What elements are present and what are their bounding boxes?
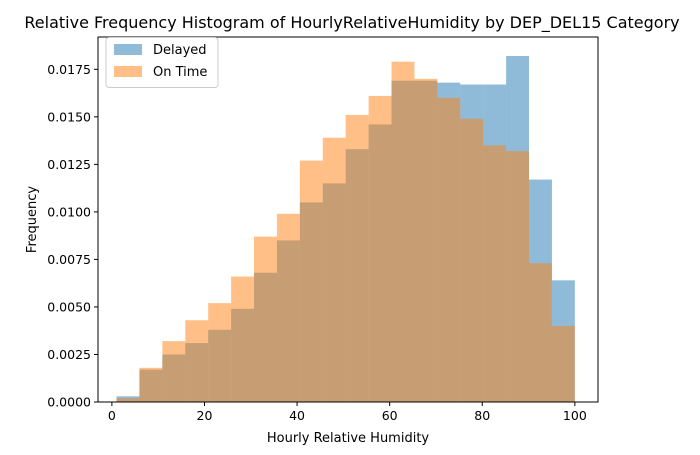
bar-on-time-15: [460, 118, 484, 403]
y-tick-label: 0.0125: [47, 157, 91, 172]
bar-on-time-9: [322, 137, 346, 403]
y-axis-label: Frequency: [25, 186, 40, 253]
bar-on-time-13: [414, 78, 438, 403]
y-tick-label: 0.0050: [47, 299, 91, 314]
x-tick-label: 100: [563, 408, 587, 423]
chart-title: Relative Frequency Histogram of HourlyRe…: [24, 13, 679, 33]
x-axis-label: Hourly Relative Humidity: [267, 431, 430, 446]
x-axis-ticks: 0 20 40 60 80 100: [108, 402, 587, 423]
y-tick-label: 0.0075: [47, 252, 91, 267]
legend-swatch-delayed: [114, 44, 142, 55]
bar-on-time-10: [345, 114, 369, 402]
bar-on-time-16: [483, 145, 507, 402]
bar-on-time-11: [368, 95, 392, 403]
bar-on-time-19: [551, 325, 575, 402]
bar-on-time-7: [276, 213, 300, 402]
y-tick-label: 0.0025: [47, 347, 91, 362]
y-tick-label: 0.0175: [47, 62, 91, 77]
bar-on-time-1: [139, 367, 163, 402]
x-tick-label: 40: [289, 408, 305, 423]
bar-on-time-14: [437, 97, 461, 402]
bars-layer: [116, 56, 575, 403]
x-tick-label: 0: [108, 408, 116, 423]
bar-on-time-18: [529, 263, 552, 402]
bar-on-time-17: [506, 151, 530, 402]
bar-on-time-5: [231, 276, 255, 402]
bar-on-time-12: [391, 61, 415, 403]
bar-on-time-2: [162, 341, 186, 402]
bar-on-time-6: [254, 236, 277, 402]
y-tick-label: 0.0000: [47, 395, 91, 410]
bar-on-time-8: [299, 160, 323, 402]
bar-on-time-3: [185, 320, 209, 402]
x-tick-label: 80: [474, 408, 490, 423]
legend-swatch-on-time: [114, 66, 142, 77]
plot-frame: [97, 36, 599, 403]
legend: Delayed On Time: [105, 37, 219, 88]
x-tick-label: 20: [197, 408, 213, 423]
x-tick-label: 60: [382, 408, 398, 423]
y-tick-label: 0.0100: [47, 204, 91, 219]
legend-label: Delayed: [153, 43, 207, 58]
y-tick-label: 0.0150: [47, 109, 91, 124]
bar-on-time-0: [116, 398, 140, 402]
y-axis-ticks: 0.0000 0.0025 0.0050 0.0075 0.0100 0.0125 0.01…: [47, 62, 98, 410]
bar-on-time-4: [208, 303, 232, 402]
legend-label: On Time: [153, 65, 207, 80]
